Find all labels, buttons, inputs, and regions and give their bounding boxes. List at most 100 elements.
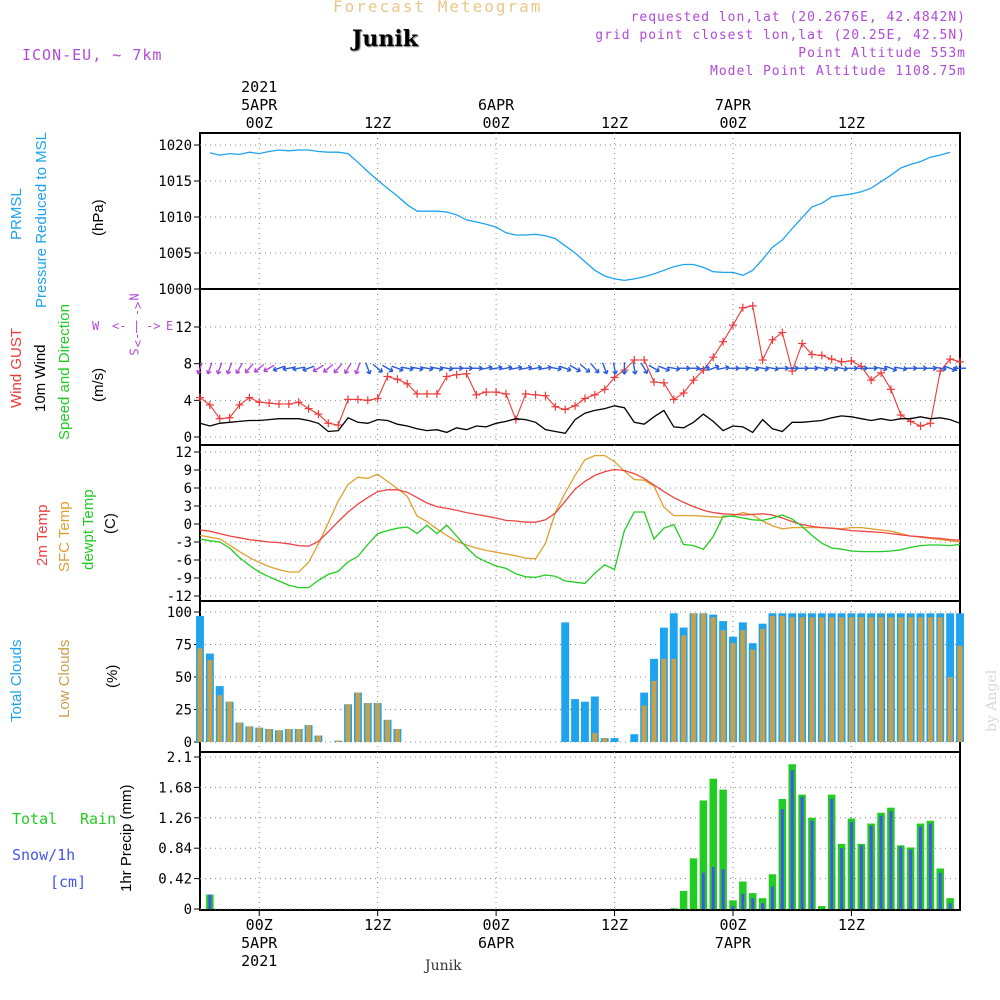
wind-direction-arrow (934, 366, 947, 370)
model-altitude: Model Point Altitude 1108.75m (710, 64, 966, 79)
wind-direction-arrow (282, 366, 295, 370)
y-tick-label: 1.68 (158, 780, 192, 796)
wind-direction-arrow (381, 364, 394, 372)
dewpt-line (199, 511, 961, 589)
time-label-top: 12Z (364, 114, 391, 132)
wind-direction-arrowhead (236, 371, 241, 375)
snow-bar (780, 809, 784, 909)
low-cloud-bar (957, 645, 963, 742)
low-cloud-bar (799, 617, 805, 742)
snow-bar (208, 894, 212, 909)
low-cloud-bar (937, 617, 943, 742)
wind-direction-arrowhead (606, 369, 609, 375)
low-cloud-bar (710, 617, 716, 742)
total-cloud-bar (571, 699, 580, 742)
total-cloud-bar (580, 701, 589, 742)
low-cloud-bar (394, 729, 400, 742)
y-tick-label: -12 (167, 589, 192, 605)
snow-bar (849, 822, 853, 909)
low-cloud-bar (227, 701, 233, 742)
wind-direction-arrow (549, 366, 562, 370)
time-label-top: 5APR (241, 96, 278, 114)
low-cloud-bar (375, 703, 381, 742)
y-tick-label: -6 (175, 553, 192, 569)
low-cloud-bar (918, 617, 923, 742)
snow-label: Snow/1h (12, 846, 76, 864)
rain-bar (709, 778, 717, 909)
chart-title: Forecast Meteogram (333, 0, 543, 16)
wind-direction-arrowhead (527, 364, 532, 368)
low-cloud-bar (868, 617, 874, 742)
y-tick-label: 0 (184, 430, 192, 446)
wind-direction-arrow (355, 362, 361, 375)
y-tick-label: 1015 (158, 174, 192, 190)
y-tick-label: 50 (175, 670, 192, 686)
low-cloud-bar (246, 726, 252, 742)
low-cloud-bar (266, 729, 272, 742)
wind-direction-arrowhead (634, 370, 638, 375)
wind-direction-arrowhead (517, 364, 523, 368)
snow-bar (761, 903, 765, 909)
y-tick-label: 25 (175, 703, 192, 719)
y-tick-label: 100 (167, 605, 192, 621)
snow-bar (731, 906, 735, 909)
y-tick-label: 6 (184, 481, 192, 497)
rain-label: Rain (80, 810, 117, 828)
requested-coords: requested lon,lat (20.2676E, 42.4842N) (630, 10, 966, 25)
wind-direction-arrow (207, 362, 213, 375)
wind-direction-arrowhead (507, 364, 513, 368)
wind-direction-arrowhead (488, 364, 493, 368)
time-label-top: 00Z (246, 114, 273, 132)
wind-direction-arrowhead (893, 366, 898, 371)
snow-bar (859, 845, 863, 909)
low-cloud-bar (848, 617, 854, 742)
y-tick-label: 1010 (158, 210, 192, 226)
wind-direction-arrow (529, 366, 542, 370)
rain-bar (679, 890, 688, 909)
low-cloud-bar (888, 617, 894, 742)
wind-direction-arrow (519, 366, 532, 370)
wind-direction-arrowhead (400, 366, 404, 371)
wind-direction-arrow (746, 366, 759, 370)
total-label: Total (12, 810, 58, 828)
wind-direction-arrow (579, 363, 590, 373)
wind-direction-arrow (217, 362, 223, 375)
low-cloud-bar (908, 617, 914, 742)
compass-left-arrow: <- (112, 319, 127, 333)
low-cloud-bar (355, 692, 361, 742)
low-cloud-bar (335, 740, 341, 742)
low-cloud-bar (779, 615, 785, 742)
compass-east: E (166, 319, 174, 333)
y-tick-label: 0 (184, 735, 192, 751)
wind-direction-arrowhead (587, 368, 591, 373)
y-tick-label: 4 (184, 393, 192, 409)
y-tick-label: 0 (184, 517, 192, 533)
wind-direction-arrow (401, 366, 414, 370)
y-tick-label: 12 (175, 320, 192, 336)
wind-direction-arrow (197, 362, 203, 375)
y-tick-label: 9 (184, 463, 192, 479)
snow-bar (899, 846, 903, 909)
gridpoint-coords: grid point closest lon,lat (20.25E, 42.5… (595, 28, 966, 43)
panel-frame (199, 751, 961, 911)
low-cloud-bar (217, 695, 223, 742)
low-cloud-bar (306, 725, 312, 742)
wind-direction-arrow (509, 366, 522, 370)
wind-direction-arrowhead (344, 371, 349, 375)
snow-bar (711, 867, 715, 909)
wind-direction-arrow (263, 364, 275, 372)
wind-direction-arrowhead (273, 369, 278, 373)
compass-right-arrow: -> (146, 319, 161, 333)
wind-direction-arrowhead (614, 370, 618, 375)
snow-bar (701, 872, 705, 909)
wind-direction-arrow (944, 365, 957, 371)
low-cloud-bar (345, 704, 351, 742)
time-label-top: 7APR (715, 96, 752, 114)
snow-bar (889, 811, 893, 909)
low-cloud-bar (385, 719, 390, 742)
time-label-top: 12Z (601, 114, 628, 132)
wind-direction-arrow (344, 362, 352, 374)
low-cloud-bar (927, 617, 933, 742)
wind-direction-arrow (312, 364, 324, 372)
